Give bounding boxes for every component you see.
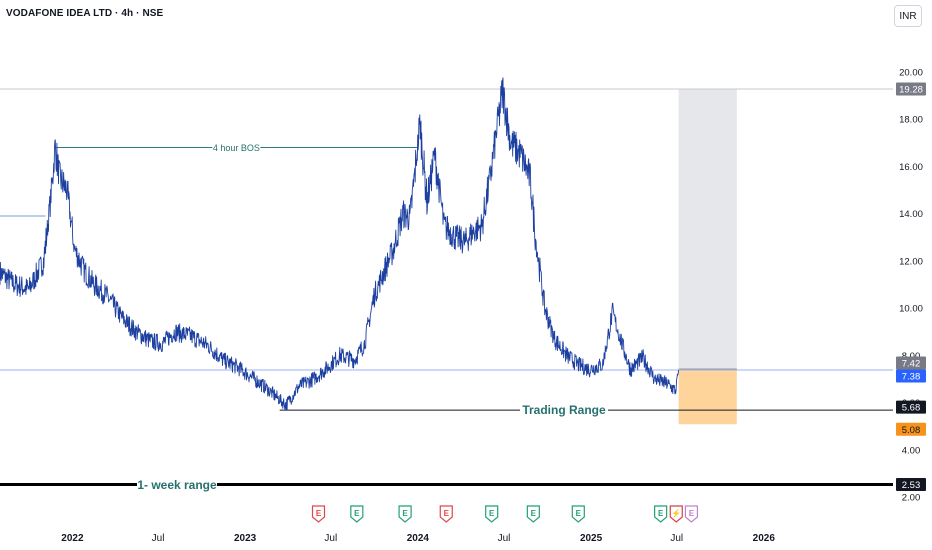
price-tag-label: 2.53 [902,480,921,491]
annotations: 4 hour BOS Trading Range 1- week range [0,88,893,493]
title-separator: · [136,8,143,19]
one-week-label: 1- week range [137,478,217,492]
trading-range-label: Trading Range [522,403,606,417]
earnings-marker [669,505,683,523]
y-tick-label: 16.00 [899,162,923,173]
price-tag-label: 5.68 [902,403,921,414]
price-axis[interactable]: 20.0018.0016.0014.0012.0010.008.006.004.… [899,68,923,504]
y-tick-label: 8.00 [902,351,921,362]
price-tag [896,356,926,370]
earnings-marker [571,505,585,523]
price-tag-label: 5.08 [902,425,921,436]
price-tag-label: 7.42 [902,359,921,370]
chart-title: VODAFONE IDEA LTD · 4h · NSE [6,8,163,19]
price-tag [896,369,926,383]
y-tick-label: 12.00 [899,256,923,267]
currency-button[interactable]: INR [894,5,922,27]
title-separator: · [115,8,122,19]
earnings-marker [350,505,364,523]
earnings-marker-label: E [531,509,537,518]
y-tick-label: 4.00 [902,445,921,456]
x-tick-label: Jul [670,533,683,544]
earnings-marker [654,505,668,523]
earnings-marker-label: ⚡ [671,508,681,518]
price-tag [896,477,926,491]
trading-range-label-bg [520,403,608,418]
x-tick-label: Jul [152,533,165,544]
earnings-marker [398,505,412,523]
earnings-marker [684,505,699,523]
earnings-marker-label: E [489,509,495,518]
price-line [0,77,680,411]
price-tags: 19.28 7.427.38 5.68 5.08 2.53 [896,82,926,491]
x-tick-label: 2025 [580,533,603,544]
earnings-marker-label: E [316,509,322,518]
y-tick-label: 14.00 [899,209,923,220]
earnings-marker [439,505,453,523]
x-tick-label: Jul [324,533,337,544]
y-tick-label: 20.00 [899,68,923,79]
x-tick-label: 2023 [234,533,257,544]
x-tick-label: 2024 [407,533,430,544]
symbol-name: VODAFONE IDEA LTD [6,8,113,19]
earnings-marker-label: E [402,509,408,518]
x-tick-label: Jul [498,533,511,544]
target-zone [678,89,737,370]
earnings-marker-label: E [576,509,582,518]
bos-label-bg [212,141,261,154]
stop-zone [678,369,737,425]
risk-reward-zones [678,89,737,425]
x-tick-label: 2022 [61,533,84,544]
earnings-marker [311,505,326,523]
price-series [0,77,680,411]
interval-label: 4h [121,8,134,19]
bos-label: 4 hour BOS [213,143,260,153]
earnings-events: E E E E E E E E ⚡ E [311,505,699,523]
earnings-marker-label: E [658,509,664,518]
one-week-label-bg [137,476,217,493]
y-tick-label: 2.00 [902,493,921,504]
price-tag-label: 19.28 [899,85,923,96]
earnings-marker [526,505,540,523]
y-tick-label: 18.00 [899,115,923,126]
earnings-marker-label: E [444,509,450,518]
price-tag-label: 7.38 [902,371,921,382]
exchange-label: NSE [142,8,164,19]
time-axis[interactable]: 2022 Jul 2023 Jul 2024 Jul 2025 Jul 2026 [61,533,775,544]
price-tag [896,422,926,436]
earnings-marker [485,505,499,523]
x-tick-label: 2026 [753,533,776,544]
earnings-marker-label: E [689,509,695,518]
y-tick-label: 10.00 [899,304,923,315]
earnings-marker-label: E [354,509,360,518]
price-tag [896,400,926,414]
price-tag [896,82,926,96]
